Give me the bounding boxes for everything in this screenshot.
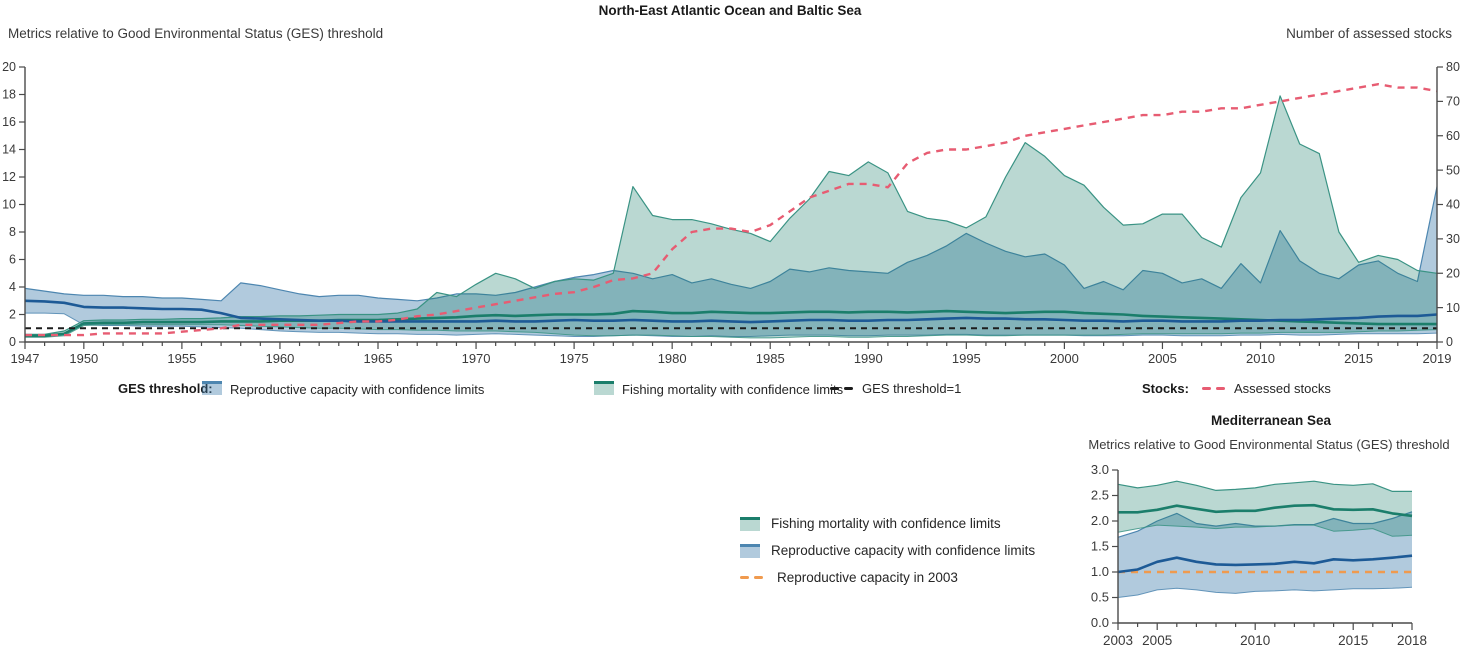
svg-text:3.0: 3.0 xyxy=(1091,462,1109,477)
svg-text:1965: 1965 xyxy=(364,351,393,366)
legend-group-ges-threshold: GES threshold: xyxy=(118,381,213,396)
svg-text:2.0: 2.0 xyxy=(1091,513,1109,528)
svg-text:2018: 2018 xyxy=(1397,633,1427,648)
svg-text:2010: 2010 xyxy=(1240,633,1270,648)
svg-text:1960: 1960 xyxy=(265,351,294,366)
svg-text:30: 30 xyxy=(1446,232,1460,246)
legend-item-fishing-mortality: Fishing mortality with confidence limits xyxy=(594,381,843,397)
svg-text:1995: 1995 xyxy=(952,351,981,366)
svg-text:2019: 2019 xyxy=(1423,351,1452,366)
svg-text:2003: 2003 xyxy=(1103,633,1133,648)
legend-label: Reproductive capacity with confidence li… xyxy=(771,543,1036,558)
svg-text:2.5: 2.5 xyxy=(1091,488,1109,503)
med-chart-title: Mediterranean Sea xyxy=(1210,413,1332,428)
svg-text:1.5: 1.5 xyxy=(1091,539,1109,554)
svg-text:10: 10 xyxy=(2,198,16,212)
med-chart-legend: Fishing mortality with confidence limits… xyxy=(740,510,1035,591)
svg-text:12: 12 xyxy=(2,170,16,184)
svg-text:0.5: 0.5 xyxy=(1091,590,1109,605)
svg-text:40: 40 xyxy=(1446,198,1460,212)
svg-text:8: 8 xyxy=(9,225,16,239)
svg-text:0: 0 xyxy=(9,335,16,349)
svg-text:2015: 2015 xyxy=(1344,351,1373,366)
reproductive-capacity-swatch-icon xyxy=(740,543,760,558)
svg-text:1980: 1980 xyxy=(658,351,687,366)
legend-label: Fishing mortality with confidence limits xyxy=(622,382,844,397)
svg-text:1975: 1975 xyxy=(560,351,589,366)
svg-text:6: 6 xyxy=(9,253,16,267)
svg-text:18: 18 xyxy=(2,88,16,102)
legend-item-reproductive-capacity-2003: Reproductive capacity in 2003 xyxy=(740,564,1035,591)
legend-group-stocks: Stocks: xyxy=(1142,381,1189,396)
legend-item-assessed-stocks: Assessed stocks xyxy=(1202,381,1331,396)
left-axis-title: Metrics relative to Good Environmental S… xyxy=(8,26,384,41)
ges-threshold-dash-icon xyxy=(830,387,854,390)
main-chart-legend: GES threshold: Reproductive capacity wit… xyxy=(0,381,1460,401)
legend-item-reproductive-capacity: Reproductive capacity with confidence li… xyxy=(202,381,484,397)
svg-text:70: 70 xyxy=(1446,95,1460,109)
svg-text:1970: 1970 xyxy=(462,351,491,366)
svg-text:1955: 1955 xyxy=(167,351,196,366)
svg-text:1950: 1950 xyxy=(69,351,98,366)
svg-text:16: 16 xyxy=(2,115,16,129)
reproductive-capacity-2003-dash-icon xyxy=(740,576,764,579)
fishing-mortality-swatch-icon xyxy=(740,516,760,531)
fishing-mortality-swatch-icon xyxy=(594,381,614,395)
svg-text:0.0: 0.0 xyxy=(1091,615,1109,630)
legend-label: Assessed stocks xyxy=(1234,381,1331,396)
svg-text:1985: 1985 xyxy=(756,351,785,366)
legend-label: Reproductive capacity in 2003 xyxy=(777,570,958,585)
svg-text:1990: 1990 xyxy=(854,351,883,366)
legend-label: GES threshold=1 xyxy=(862,381,962,396)
reproductive-capacity-swatch-icon xyxy=(202,381,222,395)
right-axis-title: Number of assessed stocks xyxy=(1286,26,1452,41)
svg-text:2010: 2010 xyxy=(1246,351,1275,366)
svg-text:14: 14 xyxy=(2,143,16,157)
svg-text:0: 0 xyxy=(1446,335,1453,349)
svg-text:1947: 1947 xyxy=(11,351,40,366)
svg-text:2005: 2005 xyxy=(1142,633,1172,648)
svg-text:1.0: 1.0 xyxy=(1091,564,1109,579)
svg-text:2005: 2005 xyxy=(1148,351,1177,366)
svg-text:2000: 2000 xyxy=(1050,351,1079,366)
main-chart-title: North-East Atlantic Ocean and Baltic Sea xyxy=(598,3,862,18)
legend-label: Fishing mortality with confidence limits xyxy=(771,516,1001,531)
svg-text:10: 10 xyxy=(1446,301,1460,315)
legend-item-ges-threshold-line: GES threshold=1 xyxy=(830,381,961,396)
svg-text:60: 60 xyxy=(1446,129,1460,143)
svg-text:50: 50 xyxy=(1446,163,1460,177)
legend-item-reproductive-capacity: Reproductive capacity with confidence li… xyxy=(740,537,1035,564)
svg-text:20: 20 xyxy=(2,60,16,74)
svg-text:4: 4 xyxy=(9,280,16,294)
svg-text:2: 2 xyxy=(9,308,16,322)
legend-label: Reproductive capacity with confidence li… xyxy=(230,382,485,397)
svg-text:80: 80 xyxy=(1446,60,1460,74)
svg-text:2015: 2015 xyxy=(1338,633,1368,648)
legend-item-fishing-mortality: Fishing mortality with confidence limits xyxy=(740,510,1035,537)
med-chart-subtitle: Metrics relative to Good Environmental S… xyxy=(1088,437,1450,452)
svg-text:20: 20 xyxy=(1446,266,1460,280)
assessed-stocks-dash-icon xyxy=(1202,387,1226,390)
